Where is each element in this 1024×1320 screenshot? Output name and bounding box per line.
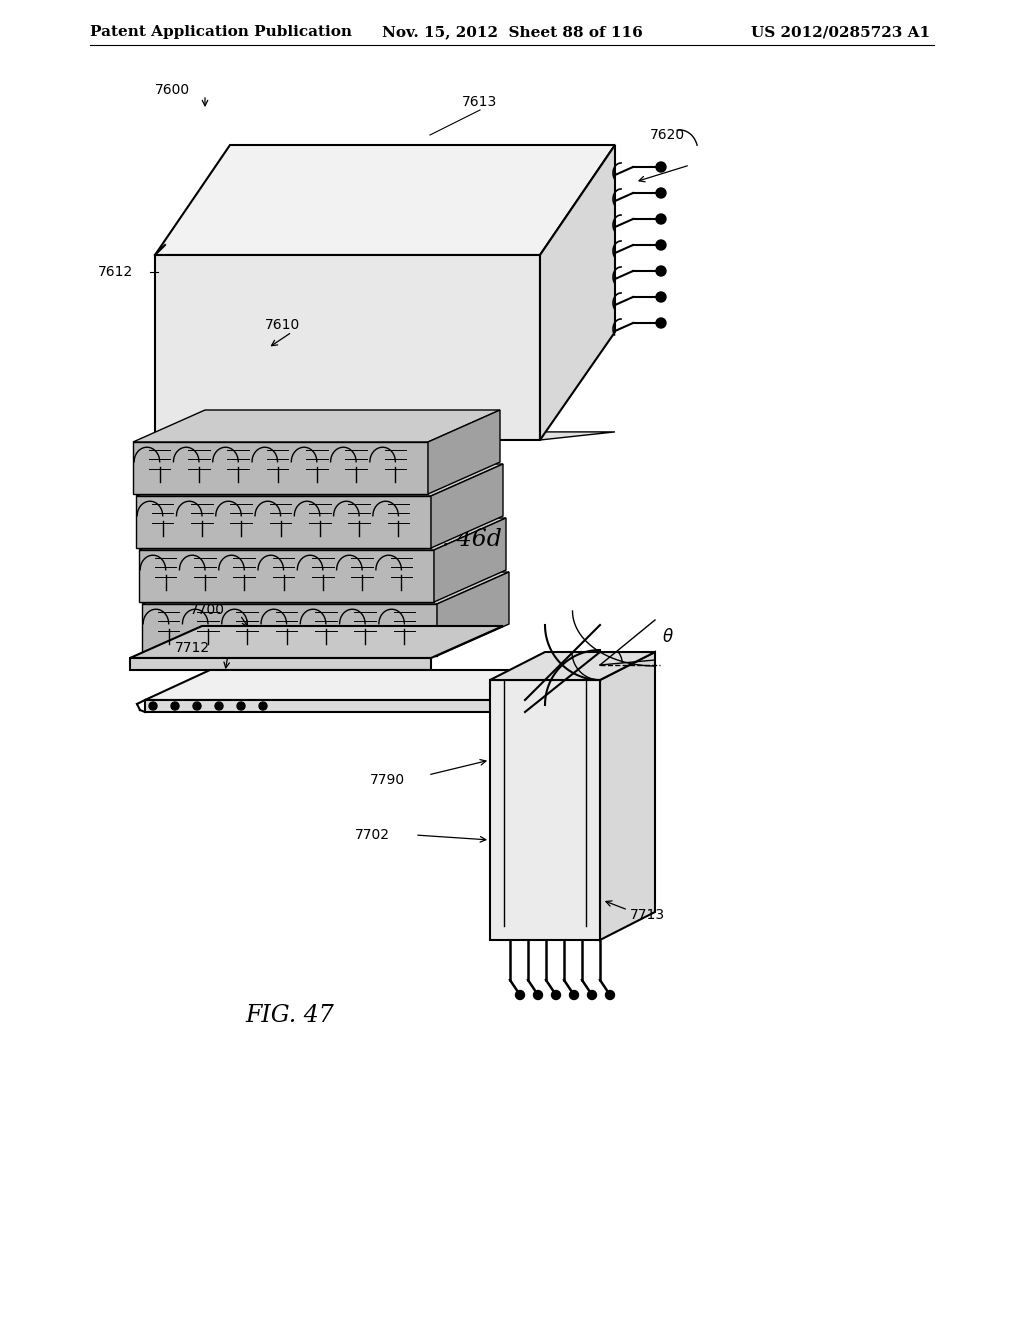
Circle shape [656,267,666,276]
Polygon shape [133,442,428,494]
Circle shape [534,990,543,999]
Polygon shape [142,605,437,656]
Polygon shape [130,657,431,671]
Text: US 2012/0285723 A1: US 2012/0285723 A1 [751,25,930,40]
Circle shape [656,214,666,224]
Circle shape [237,702,245,710]
Polygon shape [155,432,615,440]
Text: 7610: 7610 [265,318,300,333]
Text: Patent Application Publication: Patent Application Publication [90,25,352,40]
Circle shape [515,990,524,999]
Circle shape [656,162,666,172]
Text: $\theta$: $\theta$ [662,628,674,645]
Polygon shape [145,671,590,700]
Polygon shape [142,572,509,605]
Text: 7790: 7790 [370,774,406,787]
Polygon shape [490,652,655,680]
Text: 7613: 7613 [462,95,498,110]
Polygon shape [136,465,503,496]
Polygon shape [155,255,540,440]
Polygon shape [136,496,431,548]
Text: 7612: 7612 [98,265,133,279]
Circle shape [605,990,614,999]
Text: 7713: 7713 [630,908,666,921]
Polygon shape [434,517,506,602]
Polygon shape [139,517,506,550]
Circle shape [569,990,579,999]
Text: 7712: 7712 [175,642,210,655]
Polygon shape [437,572,509,656]
Circle shape [656,187,666,198]
Circle shape [193,702,201,710]
Polygon shape [431,465,503,548]
Circle shape [656,240,666,249]
Circle shape [150,702,157,710]
Polygon shape [540,145,615,440]
Polygon shape [133,411,500,442]
Circle shape [215,702,223,710]
Polygon shape [600,652,655,940]
Circle shape [259,702,267,710]
Text: 7600: 7600 [155,83,190,96]
Polygon shape [130,626,503,657]
Text: 7702: 7702 [355,828,390,842]
Text: FIG. 46d: FIG. 46d [398,528,502,552]
Text: 7620: 7620 [650,128,685,143]
Circle shape [171,702,179,710]
Text: Nov. 15, 2012  Sheet 88 of 116: Nov. 15, 2012 Sheet 88 of 116 [382,25,642,40]
Polygon shape [155,145,615,255]
Text: FIG. 47: FIG. 47 [246,1003,335,1027]
Text: 7700: 7700 [190,603,225,616]
Circle shape [552,990,560,999]
Circle shape [656,318,666,327]
Circle shape [656,292,666,302]
Polygon shape [490,680,600,940]
Polygon shape [145,700,525,711]
Polygon shape [428,411,500,494]
Circle shape [588,990,597,999]
Polygon shape [139,550,434,602]
Polygon shape [525,671,590,711]
